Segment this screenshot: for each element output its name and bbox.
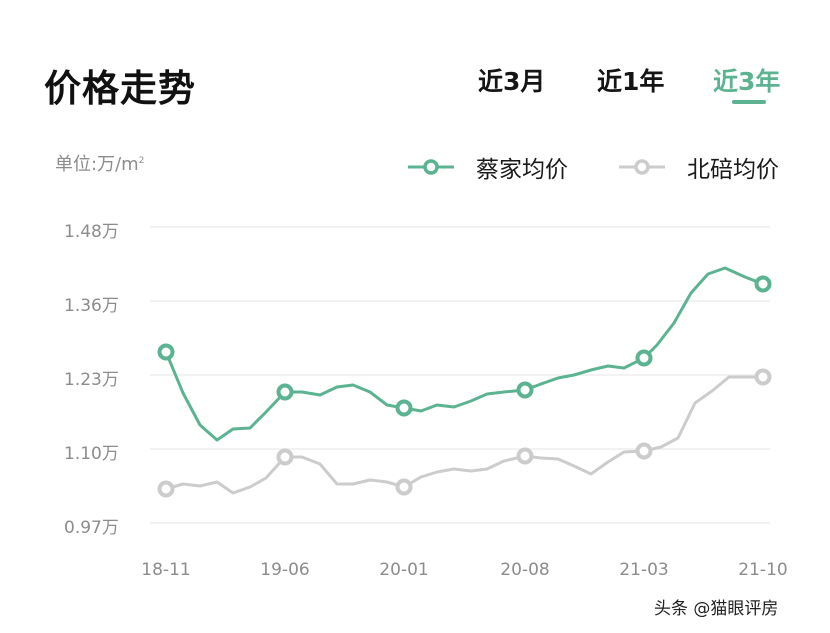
data-point-marker[interactable] <box>276 383 294 401</box>
legend-item-beibei[interactable]: 北碚均价 <box>619 150 779 184</box>
time-range-tabs: 近3月 近1年 近3年 <box>0 62 830 112</box>
data-point-marker[interactable] <box>635 442 653 460</box>
y-tick-label: 1.10万 <box>64 444 119 464</box>
x-tick-label: 21-10 <box>738 560 788 580</box>
data-point-marker[interactable] <box>635 349 653 367</box>
data-point-marker[interactable] <box>754 275 772 293</box>
page-title: 价格走势 <box>44 67 196 110</box>
y-tick-label: 1.48万 <box>64 222 119 242</box>
legend-line-marker-icon <box>408 159 454 175</box>
unit-text: 单位:万/m <box>55 154 139 175</box>
active-tab-indicator <box>732 100 766 104</box>
x-tick-label: 21-03 <box>619 560 669 580</box>
data-point-marker[interactable] <box>157 480 175 498</box>
data-point-marker[interactable] <box>516 381 534 399</box>
x-tick-label: 20-08 <box>500 560 550 580</box>
series-line <box>165 375 763 495</box>
tab-1-year[interactable]: 近1年 <box>597 67 665 96</box>
y-tick-label: 0.97万 <box>64 518 119 538</box>
data-point-marker[interactable] <box>395 399 413 417</box>
data-point-marker[interactable] <box>395 478 413 496</box>
tab-3-years[interactable]: 近3年 <box>713 67 781 96</box>
tab-3-months[interactable]: 近3月 <box>478 67 546 96</box>
data-point-marker[interactable] <box>516 447 534 465</box>
y-tick-label: 1.23万 <box>64 370 119 390</box>
watermark: 头条 @猫眼评房 <box>654 599 779 619</box>
legend-label-caijia: 蔡家均价 <box>476 157 568 183</box>
unit-label: 单位:万/m2 <box>55 150 144 176</box>
series-line <box>164 266 764 442</box>
data-point-marker[interactable] <box>754 368 772 386</box>
data-point-marker[interactable] <box>157 343 175 361</box>
unit-superscript: 2 <box>138 156 145 166</box>
x-tick-label: 20-01 <box>379 560 429 580</box>
x-tick-label: 19-06 <box>260 560 310 580</box>
legend-item-caijia[interactable]: 蔡家均价 <box>408 150 568 184</box>
data-point-marker[interactable] <box>276 448 294 466</box>
y-tick-label: 1.36万 <box>64 296 119 316</box>
x-tick-label: 18-11 <box>141 560 191 580</box>
legend-line-marker-icon <box>619 159 665 175</box>
legend-label-beibei: 北碚均价 <box>687 157 779 183</box>
